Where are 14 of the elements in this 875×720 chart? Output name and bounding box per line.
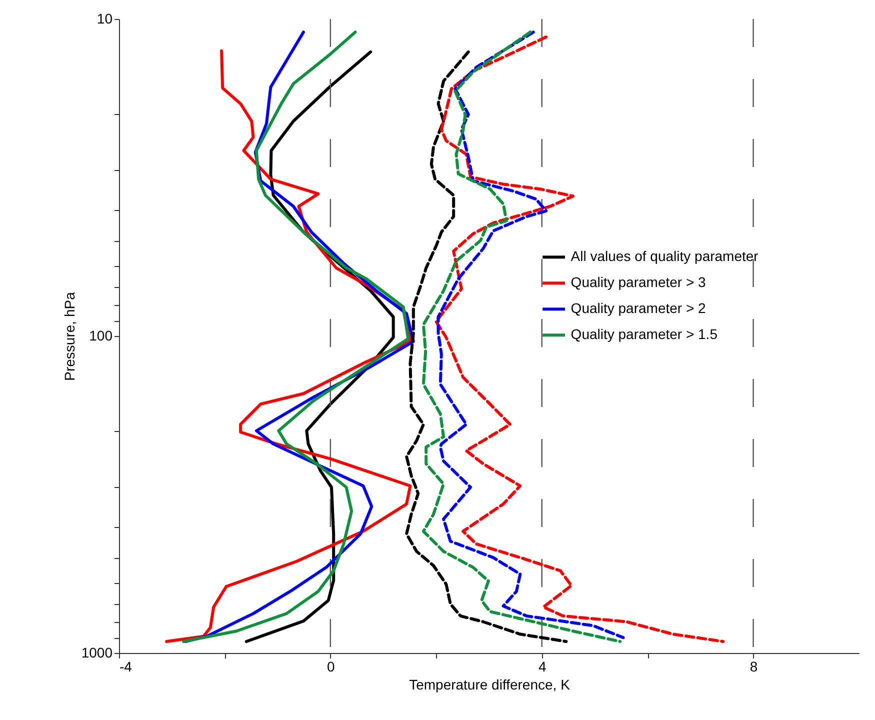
x-tick-label: -4 bbox=[120, 658, 132, 674]
x-tick-label: 8 bbox=[750, 658, 758, 674]
x-tick-label: 4 bbox=[538, 658, 546, 674]
y-tick-label: 10 bbox=[96, 10, 113, 26]
legend-label: All values of quality parameter bbox=[570, 248, 759, 264]
y-axis-title: Pressure, hPa bbox=[61, 292, 78, 381]
legend-label: Quality parameter > 3 bbox=[570, 274, 706, 290]
x-axis-title: Temperature difference, K bbox=[409, 676, 571, 692]
x-tick-label: 0 bbox=[327, 658, 336, 674]
legend-label: Quality parameter > 1.5 bbox=[570, 326, 718, 342]
legend-label: Quality parameter > 2 bbox=[570, 300, 706, 316]
y-tick-label: 100 bbox=[89, 328, 113, 344]
line-series bbox=[405, 50, 568, 644]
y-tick-label: 1000 bbox=[81, 644, 113, 660]
